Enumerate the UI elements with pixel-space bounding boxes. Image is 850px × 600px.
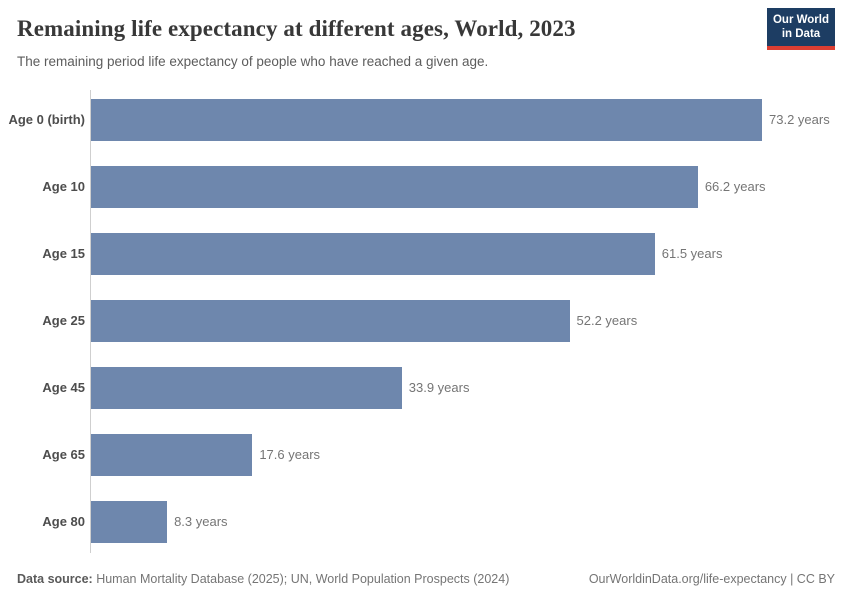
bar-row: Age 80 8.3 years: [0, 488, 850, 555]
bar-row: Age 15 61.5 years: [0, 220, 850, 287]
bar-row: Age 45 33.9 years: [0, 354, 850, 421]
bar-area: 61.5 years: [85, 232, 850, 275]
bar[interactable]: [91, 299, 570, 342]
page-title: Remaining life expectancy at different a…: [17, 16, 576, 41]
bar-row: Age 10 66.2 years: [0, 153, 850, 220]
owid-logo-line1: Our World: [772, 14, 829, 26]
chart-subtitle: The remaining period life expectancy of …: [17, 54, 489, 69]
bar[interactable]: [91, 366, 402, 409]
y-axis-line: [90, 90, 91, 553]
value-label: 17.6 years: [259, 447, 321, 462]
license-link[interactable]: OurWorldinData.org/life-expectancy | CC …: [588, 572, 835, 586]
category-label: Age 80: [42, 514, 85, 529]
value-label: 33.9 years: [408, 380, 470, 395]
chart-footer: Data source: Human Mortality Database (2…: [17, 572, 835, 586]
category-label: Age 65: [42, 447, 85, 462]
value-label: 8.3 years: [174, 514, 228, 529]
value-label: 61.5 years: [661, 246, 723, 261]
bar-chart: Age 0 (birth) 73.2 years Age 10 66.2 years A…: [0, 86, 850, 555]
category-label: Age 15: [42, 246, 85, 261]
data-source-note: Data source: Human Mortality Database (2…: [17, 572, 509, 586]
value-label: 66.2 years: [704, 179, 766, 194]
owid-logo[interactable]: Our World in Data: [767, 8, 835, 50]
bar-area: 73.2 years: [85, 98, 850, 141]
bar[interactable]: [91, 433, 253, 476]
data-source-label: Data source:: [17, 572, 93, 586]
bar-rows: Age 0 (birth) 73.2 years Age 10 66.2 years A…: [0, 86, 850, 555]
bar-row: Age 25 52.2 years: [0, 287, 850, 354]
value-label: 73.2 years: [769, 112, 830, 127]
bar-row: Age 65 17.6 years: [0, 421, 850, 488]
bar[interactable]: [91, 165, 698, 208]
bar-area: 33.9 years: [85, 366, 850, 409]
owid-logo-line2: in Data: [781, 28, 821, 41]
bar-area: 17.6 years: [85, 433, 850, 476]
bar[interactable]: [91, 232, 655, 275]
bar[interactable]: [91, 500, 168, 543]
bar-row: Age 0 (birth) 73.2 years: [0, 86, 850, 153]
category-label: Age 45: [42, 380, 85, 395]
bar-area: 52.2 years: [85, 299, 850, 342]
category-label: Age 10: [42, 179, 85, 194]
category-label: Age 25: [42, 313, 85, 328]
value-label: 52.2 years: [576, 313, 638, 328]
bar-area: 66.2 years: [85, 165, 850, 208]
data-source-text: Human Mortality Database (2025); UN, Wor…: [92, 572, 510, 586]
bar[interactable]: [91, 98, 762, 141]
category-label: Age 0 (birth): [8, 112, 85, 127]
bar-area: 8.3 years: [85, 500, 850, 543]
